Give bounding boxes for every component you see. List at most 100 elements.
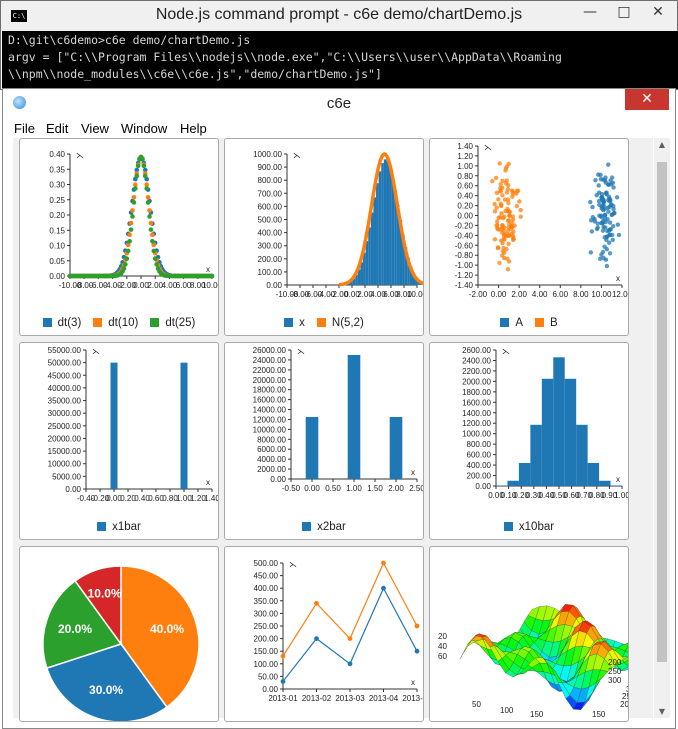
surface-axis-label: 60 <box>438 652 447 661</box>
chart-legend: x2bar <box>225 521 423 533</box>
minimize-button[interactable]: — <box>583 4 597 20</box>
chart-panel-1[interactable]: 0.40 0.35 0.30 0.25 0.20 0.15 0.10 0.05 0.00 -10.… <box>19 138 219 336</box>
menu-window[interactable]: Window <box>121 121 168 136</box>
legend-item[interactable]: dt(25) <box>150 317 195 329</box>
y-tick-label: 1.00 <box>457 162 473 171</box>
scatter-point <box>505 197 511 202</box>
scatter-point <box>497 227 502 232</box>
x-tick-label: 12.00 <box>612 290 628 299</box>
x-tick-label: 0.50 <box>325 484 341 493</box>
legend-item[interactable]: x2bar <box>302 521 346 533</box>
scatter-point <box>506 218 511 223</box>
pie-slice-label: 20.0% <box>58 622 92 636</box>
scatter-point <box>506 259 512 264</box>
menu-view[interactable]: View <box>81 121 109 136</box>
legend-label: dt(10) <box>108 317 139 329</box>
x-tick-label: -6.00 <box>89 281 108 290</box>
legend-swatch <box>42 318 52 327</box>
y-tick-label: 0.05 <box>49 257 65 266</box>
histogram-bar <box>352 278 356 285</box>
console-close-button[interactable]: ✕ <box>652 4 664 20</box>
maximize-button[interactable]: □ <box>617 4 631 20</box>
chart-panel-3[interactable]: 1.40 1.20 1.00 0.80 0.60 0.40 0.20 0.00 -0.20 -0.… <box>429 138 629 336</box>
scatter-point <box>606 162 611 167</box>
chart-panel-2[interactable]: 1000.00 900.00 800.00 700.00 600.00 500.00 400… <box>224 138 424 336</box>
vertical-scrollbar[interactable]: ▲ ▼ <box>654 138 670 718</box>
x-tick-label: 0.60 <box>564 491 580 500</box>
y-tick-label: 300.00 <box>254 609 279 618</box>
legend-item[interactable]: dt(10) <box>93 317 138 329</box>
chart-panel-5[interactable]: 26000.00 24000.00 22000.00 20000.00 18000.00… <box>224 342 424 540</box>
chart-panel-4[interactable]: 55000.00 50000.00 45000.00 40000.00 35000.00… <box>19 342 219 540</box>
x-tick-label: -2.00 <box>330 290 349 299</box>
y-tick-label: 200.00 <box>467 472 492 481</box>
scatter-point <box>606 240 612 245</box>
legend-item[interactable]: dt(3) <box>42 317 81 329</box>
scroll-thumb[interactable] <box>657 162 667 662</box>
legend-item[interactable]: B <box>535 317 558 329</box>
legend-item[interactable]: N(5,2) <box>316 317 364 329</box>
data-point <box>150 238 155 244</box>
zoom-tool-icon: ⋋ <box>293 151 301 160</box>
data-point <box>150 232 155 238</box>
x-tick-label: 1.00 <box>614 491 628 500</box>
zoom-tool-icon: ⋋ <box>92 347 100 356</box>
y-tick-label: 1800.00 <box>462 388 491 397</box>
x-tick-label: 8.00 <box>573 290 589 299</box>
legend-item[interactable]: A <box>500 317 523 329</box>
scatter-point <box>504 190 510 195</box>
console-output[interactable]: D:\git\c6demo>c6e demo/chartDemo.js argv … <box>2 31 678 89</box>
data-point <box>381 585 386 591</box>
y-tick-label: 0.10 <box>49 242 65 251</box>
scatter-point <box>610 237 615 243</box>
x-tick-label: 10.00 <box>407 290 423 299</box>
scatter-point <box>505 206 510 212</box>
scroll-down-arrow-icon[interactable]: ▼ <box>658 707 666 716</box>
histogram-bar <box>409 266 413 285</box>
scatter-point <box>503 166 509 171</box>
surface-axis-label: 150 <box>530 710 544 719</box>
scatter-point <box>600 228 606 233</box>
scatter-point <box>500 178 505 184</box>
menu-file[interactable]: File <box>14 121 35 136</box>
scroll-up-arrow-icon[interactable]: ▲ <box>658 140 666 149</box>
chart-panel-9[interactable]: 20406020025030015010050300250200150 <box>429 546 629 722</box>
scatter-point <box>496 215 501 221</box>
chart-legend: x10bar <box>430 521 628 533</box>
data-point <box>125 242 131 248</box>
data-point <box>130 214 135 219</box>
menu-edit[interactable]: Edit <box>46 121 69 136</box>
scatter-point <box>497 260 502 266</box>
x-tick-label: 0.00 <box>488 491 504 500</box>
data-point <box>134 173 140 179</box>
scatter-point <box>601 255 606 261</box>
chart-svg: 26000.0024000.0022000.0020000.0018000.00… <box>253 346 423 493</box>
histogram-bar <box>363 252 366 285</box>
scatter-point <box>506 200 511 206</box>
app-close-button[interactable]: ✕ <box>625 89 669 110</box>
chart-svg: 40.0% 30.0% 20.0% 10.0% <box>42 565 200 721</box>
chart-panel-6[interactable]: 2600.00 2400.00 2200.00 2000.00 1800.00 1600.… <box>429 342 629 540</box>
legend-label: A <box>515 317 523 329</box>
chart-panel-8[interactable]: 500.00 450.00 400.00 350.00 300.00 250.00 200.… <box>224 546 424 722</box>
y-tick-label: 16000.00 <box>253 396 287 405</box>
histogram-bar <box>407 257 410 285</box>
legend-item[interactable]: x10bar <box>503 521 554 533</box>
chart-panel-7[interactable]: 40.0% 30.0% 20.0% 10.0% <box>19 546 219 722</box>
y-tick-label: 800.00 <box>258 176 283 185</box>
y-tick-label: 50000.00 <box>48 359 82 368</box>
legend-item[interactable]: x <box>284 317 305 329</box>
scatter-point <box>490 178 495 184</box>
menu-help[interactable]: Help <box>180 121 207 136</box>
scatter-point <box>499 211 504 216</box>
axis-x-marker-icon: x <box>206 478 210 487</box>
legend-swatch <box>316 318 326 327</box>
legend-item[interactable]: x1bar <box>97 521 141 533</box>
scatter-point <box>588 199 593 205</box>
x-tick-label: 0.20 <box>120 494 136 503</box>
chart-svg: 55000.00 50000.00 45000.00 40000.00 35000.00… <box>48 346 218 503</box>
scatter-point <box>500 240 505 246</box>
data-point <box>133 186 138 191</box>
series-B <box>490 161 523 272</box>
console-line: \\npm\\node_modules\\c6e\\c6e.js","demo/… <box>8 67 382 81</box>
